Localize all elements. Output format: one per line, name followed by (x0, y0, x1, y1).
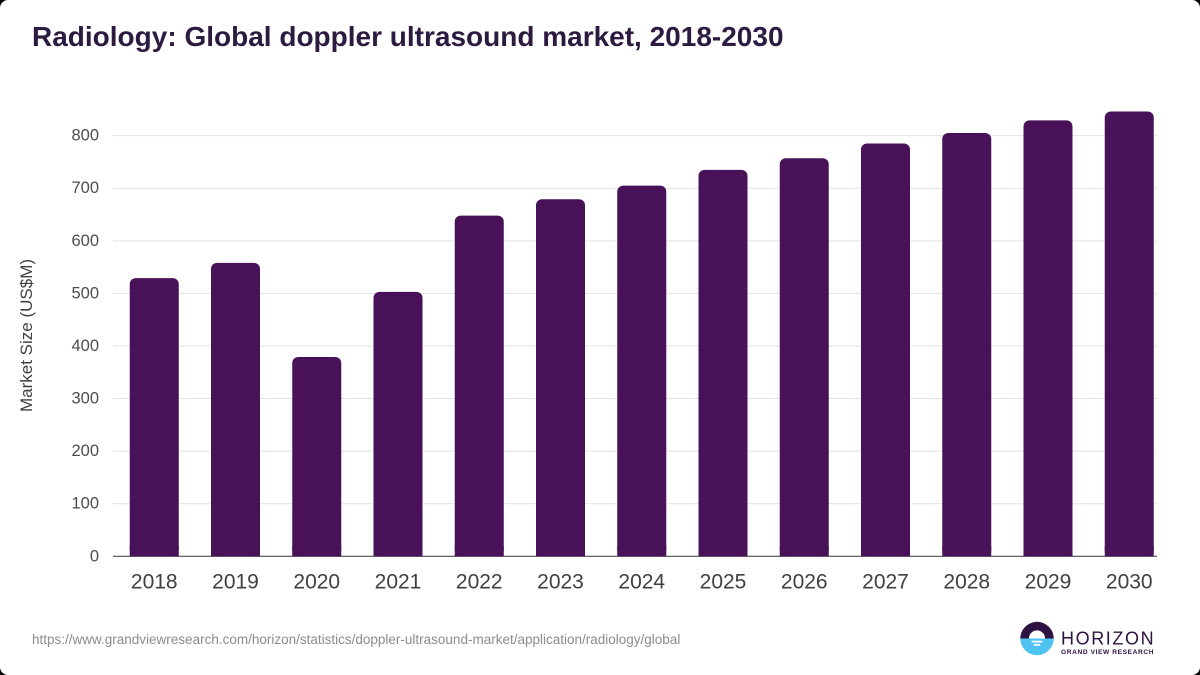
svg-text:HORIZON: HORIZON (1061, 629, 1155, 649)
svg-text:GRAND VIEW RESEARCH: GRAND VIEW RESEARCH (1061, 649, 1154, 656)
